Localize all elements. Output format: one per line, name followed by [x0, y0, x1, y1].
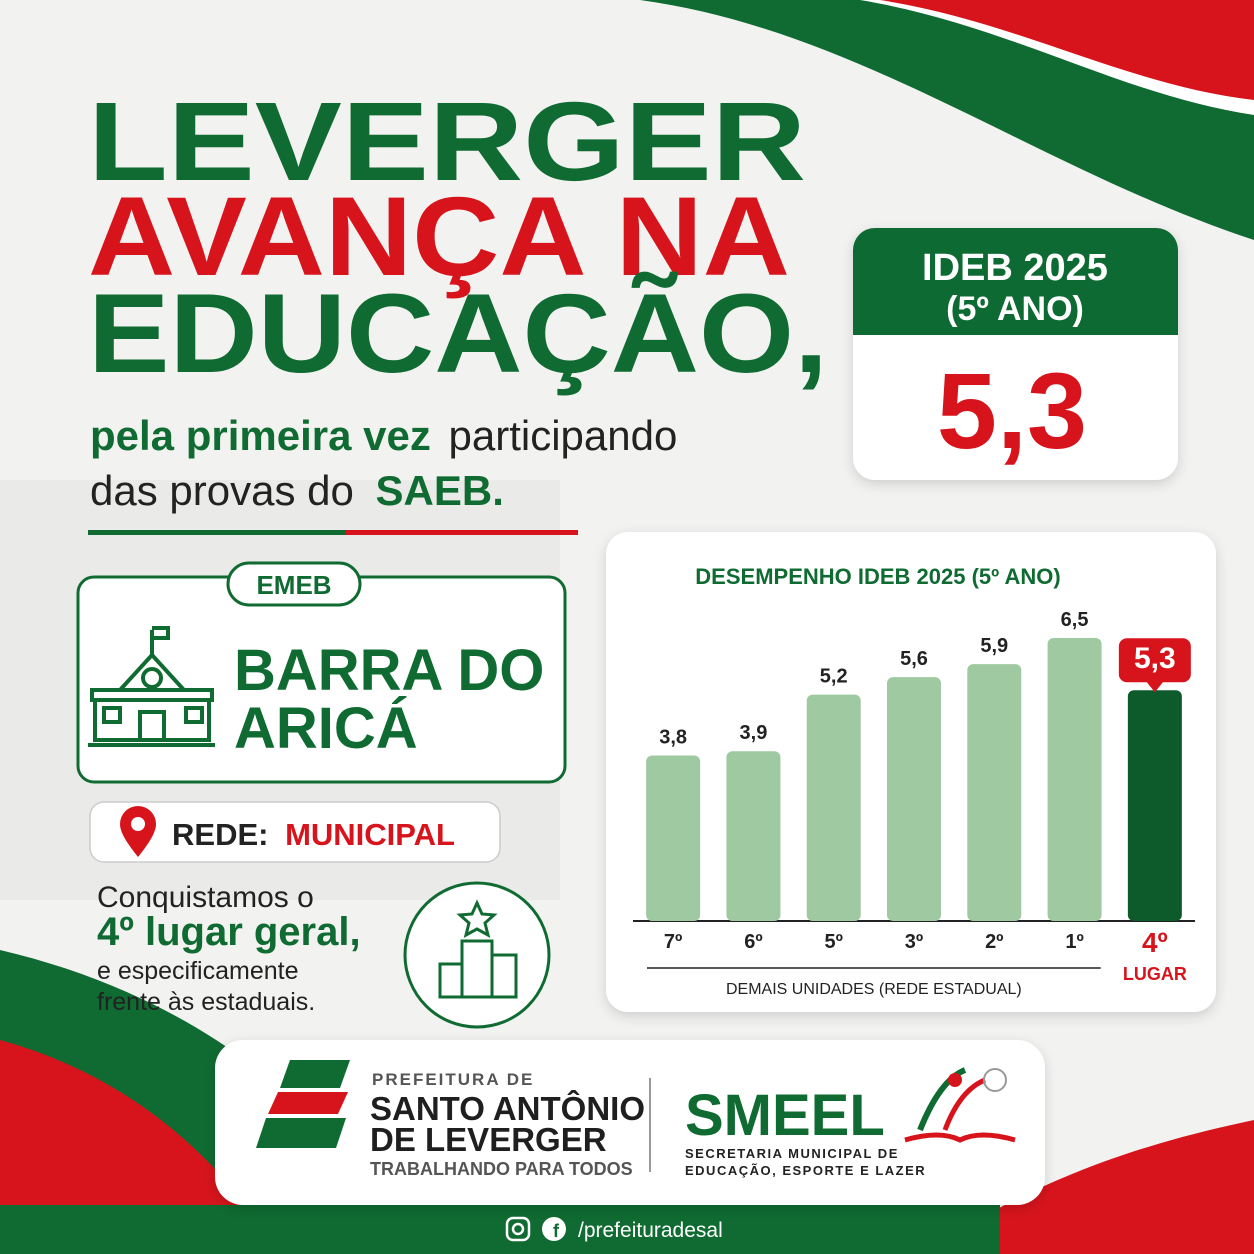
value-label: 5,9 — [980, 635, 1008, 657]
pin-icon — [120, 806, 156, 857]
network-label: REDE: — [172, 817, 268, 852]
group-label: DEMAIS UNIDADES (REDE ESTADUAL) — [726, 981, 1022, 998]
subtitle: pela primeira vez participando — [90, 412, 677, 459]
headline: LEVERGER — [88, 79, 806, 204]
headline: AVANÇA NA — [88, 174, 790, 299]
bottom-strip — [0, 1205, 1000, 1254]
bar — [646, 755, 701, 921]
instagram-icon[interactable] — [505, 1216, 531, 1242]
x-tick-label: 1º — [1065, 931, 1083, 953]
value-label-box — [1118, 638, 1191, 693]
subtitle-bold: SAEB. — [376, 467, 504, 514]
bar — [1127, 690, 1182, 921]
facebook-icon[interactable] — [542, 1217, 566, 1241]
smeel-sub: SECRETARIA MUNICIPAL DE — [685, 1146, 899, 1161]
network-value: MUNICIPAL — [285, 817, 455, 852]
ideb-title: IDEB 2025 — [922, 247, 1108, 289]
bar — [1047, 638, 1102, 921]
instagram-icon-lens — [511, 1222, 525, 1236]
value-label: 6,5 — [1061, 609, 1089, 631]
achievement-text: Conquistamos o — [97, 881, 314, 914]
bar — [726, 751, 781, 921]
network-pill — [89, 801, 501, 863]
value-label: 3,9 — [740, 722, 768, 744]
x-tick-label: 6º — [744, 931, 762, 953]
subtitle-bold: pela primeira vez — [90, 412, 431, 459]
pref-slogan: TRABALHANDO PARA TODOS — [370, 1159, 633, 1179]
facebook-glyph: f — [553, 1221, 560, 1241]
school-tag-text: EMEB — [256, 570, 331, 600]
swoosh-red — [880, 0, 1254, 100]
x-tick-label: 7º — [664, 931, 682, 953]
footer-card — [215, 1040, 1045, 1205]
x-tick-label: 5º — [824, 931, 842, 953]
card-header — [853, 228, 1178, 335]
chart: 3,8 7º 3,9 6º 5,2 5º 5,6 3º 5,9 2º 6,5 1º 5,3 4º LUGAR… — [633, 609, 1195, 998]
divider — [346, 530, 578, 535]
headline: EDUCAÇÃO, — [88, 271, 828, 396]
school-tag — [226, 561, 362, 607]
subtitle: das provas do SAEB. — [90, 467, 504, 514]
subtitle-text: das provas do — [90, 467, 354, 514]
pref-logo — [256, 1060, 350, 1148]
school-icon — [88, 626, 215, 747]
smeel-sub: EDUCAÇÃO, ESPORTE E LAZER — [685, 1163, 926, 1178]
achievement-text: e especificamente — [97, 957, 299, 985]
ideb-subtitle: (5º ANO) — [946, 290, 1084, 328]
school-name: ARICÁ — [234, 696, 418, 761]
smeel: SMEEL — [685, 1083, 885, 1148]
value-label: 5,2 — [820, 666, 848, 688]
value-label: 3,8 — [659, 727, 687, 749]
subtitle-text: participando — [449, 412, 678, 459]
pref-small: PREFEITURA DE — [372, 1070, 534, 1089]
swoosh-red — [920, 1120, 1254, 1254]
swoosh-red — [0, 1040, 280, 1254]
value-label: 5,6 — [900, 648, 928, 670]
chart-title: DESEMPENHO IDEB 2025 (5º ANO) — [695, 564, 1060, 589]
bar — [967, 664, 1022, 921]
pref-name: DE LEVERGER — [370, 1121, 607, 1158]
x-tick-label: 4º — [1142, 927, 1168, 958]
pref-name: SANTO ANTÔNIO — [370, 1089, 645, 1127]
network: REDE: MUNICIPAL — [172, 817, 455, 852]
category-note: LUGAR — [1123, 964, 1187, 984]
divider — [88, 530, 346, 535]
school-name: BARRA DO — [234, 638, 544, 703]
bar — [887, 677, 941, 921]
smeel-logo — [904, 1067, 1016, 1143]
social-handle[interactable]: /prefeituradesal — [578, 1219, 723, 1242]
x-tick-label: 3º — [905, 931, 923, 953]
pin-dot — [131, 817, 145, 831]
achievement-highlight: 4º lugar geral, — [97, 910, 361, 954]
ideb-card — [853, 228, 1178, 480]
bar — [806, 694, 861, 921]
x-tick-label: 2º — [985, 931, 1003, 953]
podium-icon — [403, 881, 551, 1029]
ideb-score: 5,3 — [937, 350, 1087, 471]
value-label: 5,3 — [1134, 642, 1176, 675]
achievement-text: frente às estaduais. — [97, 988, 315, 1016]
